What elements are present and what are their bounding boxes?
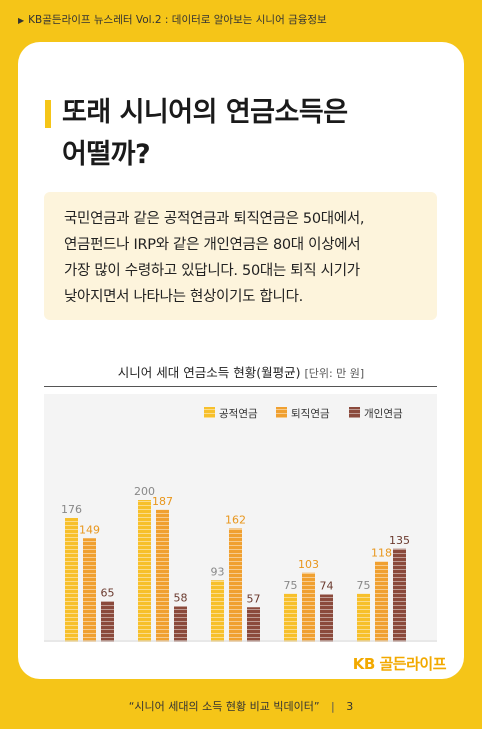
bar-2-3: [174, 606, 187, 642]
bar-5-3: [393, 548, 406, 642]
bar-3-2: [229, 528, 242, 642]
chart-title: 시니어 세대 연금소득 현황(월평균) [단위: 만 원]: [18, 362, 464, 381]
bar-1-3: [101, 601, 114, 642]
newsletter-header-text: KB골든라이프 뉴스레터 Vol.2 : 데이터로 알아보는 시니어 금융정보: [28, 14, 327, 26]
legend-swatch-1: [204, 407, 215, 418]
bar-label-3-1: 93: [211, 565, 225, 578]
bar-label-2-3: 58: [174, 592, 188, 605]
bar-5-2: [375, 561, 388, 642]
bar-1-1: [65, 518, 78, 642]
bar-label-5-2: 118: [371, 547, 392, 560]
bar-5-1: [357, 593, 370, 642]
bar-2-2: [156, 509, 169, 642]
bar-4-2: [302, 572, 315, 642]
legend-label-3: 개인연금: [364, 408, 403, 420]
pension-bar-chart: 공적연금퇴직연금개인연금1761496550~54세2001875855~59세…: [44, 407, 437, 642]
page-title-line-2: 어떨까?: [62, 139, 151, 170]
description-box: 국민연금과 같은 공적연금과 퇴직연금은 50대에서, 연금펀드나 IRP와 같…: [44, 192, 437, 320]
description-line-1: 국민연금과 같은 공적연금과 퇴직연금은 50대에서,: [64, 211, 365, 227]
bar-label-1-2: 149: [79, 523, 100, 536]
page-title: 또래 시니어의 연금소득은 어떨까?: [62, 92, 348, 176]
description-line-2: 연금펀드나 IRP와 같은 개인연금은 80대 이상에서: [64, 237, 361, 253]
kb-golden-life-logo: KB 골든라이프: [352, 655, 447, 673]
legend-swatch-3: [349, 407, 360, 418]
bar-label-3-2: 162: [225, 514, 246, 527]
bar-label-5-3: 135: [389, 534, 410, 547]
bar-3-1: [211, 580, 224, 642]
bar-2-1: [138, 500, 151, 642]
bar-4-1: [284, 593, 297, 642]
footer: “시니어 세대의 소득 현황 비교 빅데이터” | 3: [0, 698, 482, 714]
description-line-3: 가장 많이 수령하고 있답니다. 50대는 퇴직 시기가: [64, 263, 360, 279]
content-card: 또래 시니어의 연금소득은 어떨까? 국민연금과 같은 공적연금과 퇴직연금은 …: [18, 42, 464, 679]
legend-label-1: 공적연금: [219, 408, 258, 420]
triangle-bullet-icon: ▶: [18, 16, 25, 25]
bar-label-4-3: 74: [320, 580, 334, 593]
chart-title-text: 시니어 세대 연금소득 현황(월평균): [117, 365, 301, 380]
bar-label-2-2: 187: [152, 495, 173, 508]
bar-label-1-3: 65: [101, 586, 115, 599]
legend-label-2: 퇴직연금: [291, 408, 330, 420]
page-title-line-1: 또래 시니어의 연금소득은: [62, 97, 348, 128]
newsletter-header: ▶ KB골든라이프 뉴스레터 Vol.2 : 데이터로 알아보는 시니어 금융정보: [18, 12, 327, 27]
description-line-4: 낮아지면서 나타나는 현상이기도 합니다.: [64, 289, 303, 305]
chart-title-divider: [44, 386, 437, 387]
title-accent-bar: [45, 100, 51, 128]
bar-label-4-2: 103: [298, 558, 319, 571]
bar-label-1-1: 176: [61, 503, 82, 516]
page-number: 3: [346, 700, 354, 713]
bar-label-3-3: 57: [247, 592, 261, 605]
chart-unit: [단위: 만 원]: [304, 367, 365, 380]
bar-label-5-1: 75: [357, 579, 371, 592]
footer-text: “시니어 세대의 소득 현황 비교 빅데이터”: [128, 700, 320, 713]
bar-label-4-1: 75: [284, 579, 298, 592]
footer-separator: |: [331, 700, 335, 713]
bar-3-3: [247, 607, 260, 642]
legend-swatch-2: [276, 407, 287, 418]
bar-1-2: [83, 538, 96, 642]
bar-label-2-1: 200: [134, 485, 155, 498]
bar-4-3: [320, 594, 333, 642]
